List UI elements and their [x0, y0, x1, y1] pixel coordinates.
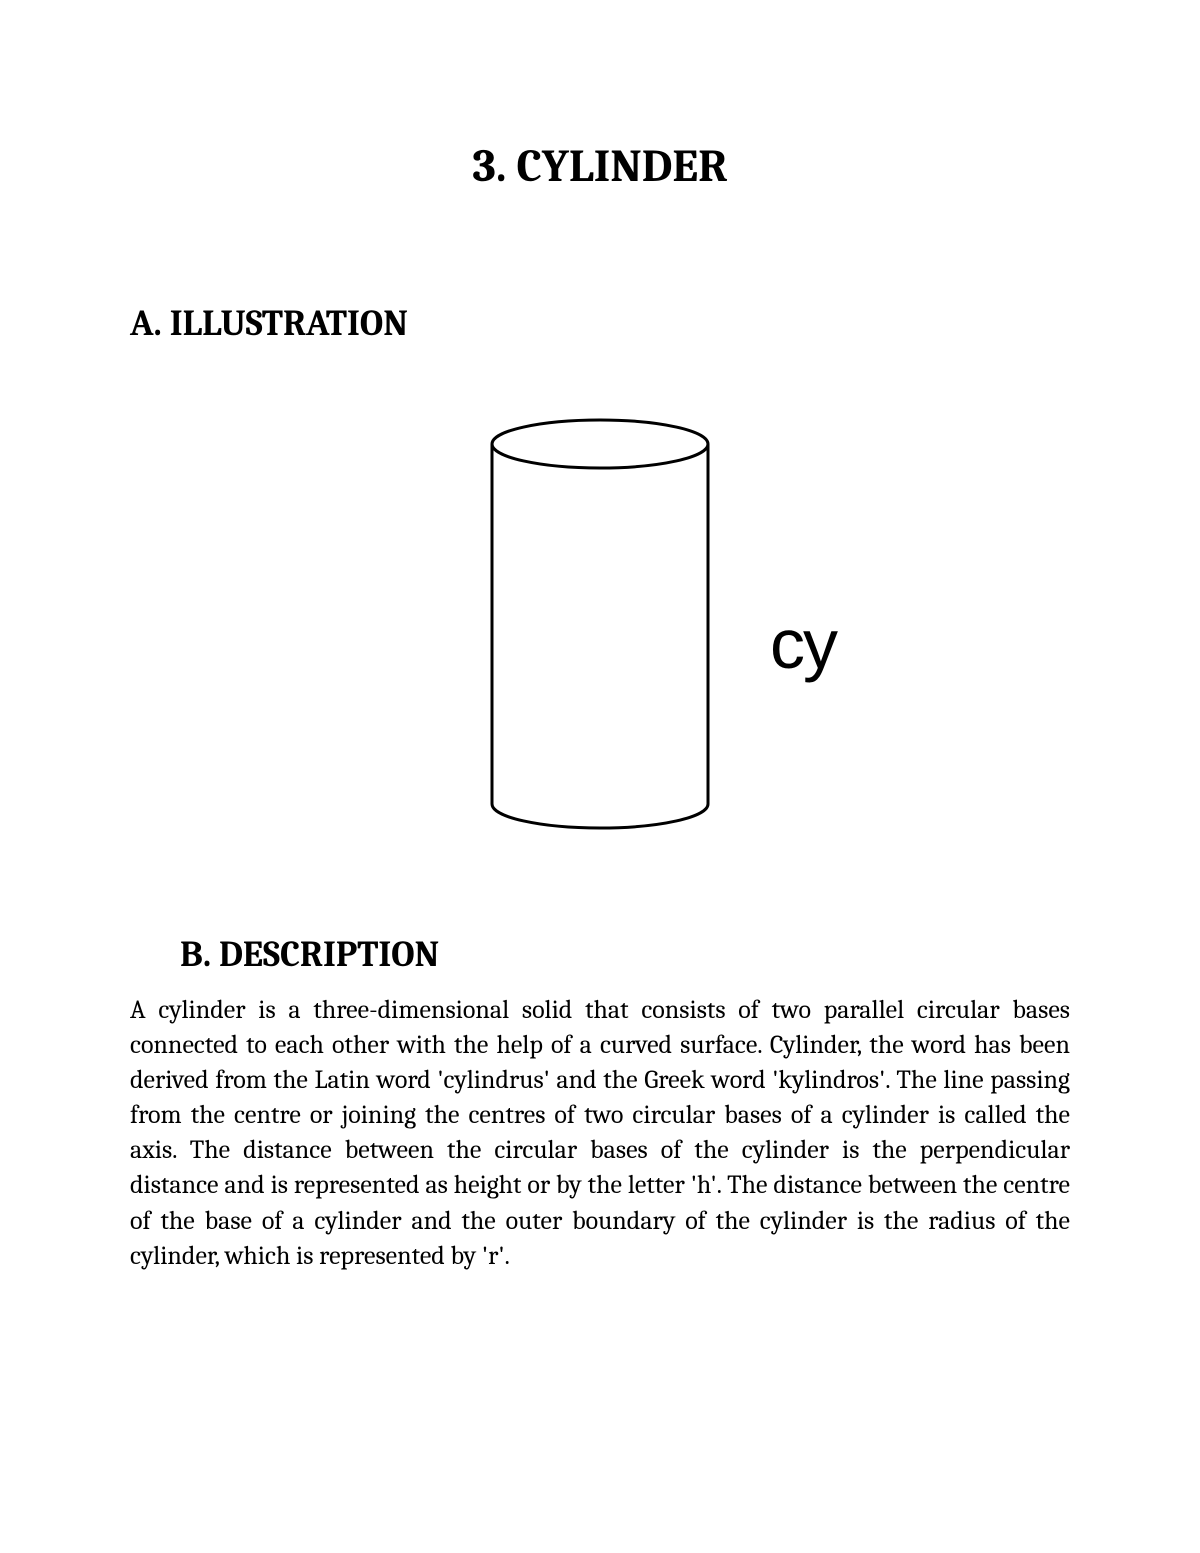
- cylinder-label: cy: [770, 604, 836, 684]
- page-title: 3. CYLINDER: [130, 140, 1070, 193]
- section-heading-description: B. DESCRIPTION: [180, 934, 1070, 975]
- description-paragraph: A cylinder is a three-dimensional solid …: [130, 993, 1070, 1274]
- illustration-container: cy: [130, 414, 1070, 834]
- section-heading-illustration: A. ILLUSTRATION: [130, 303, 1070, 344]
- cylinder-diagram: [480, 414, 720, 834]
